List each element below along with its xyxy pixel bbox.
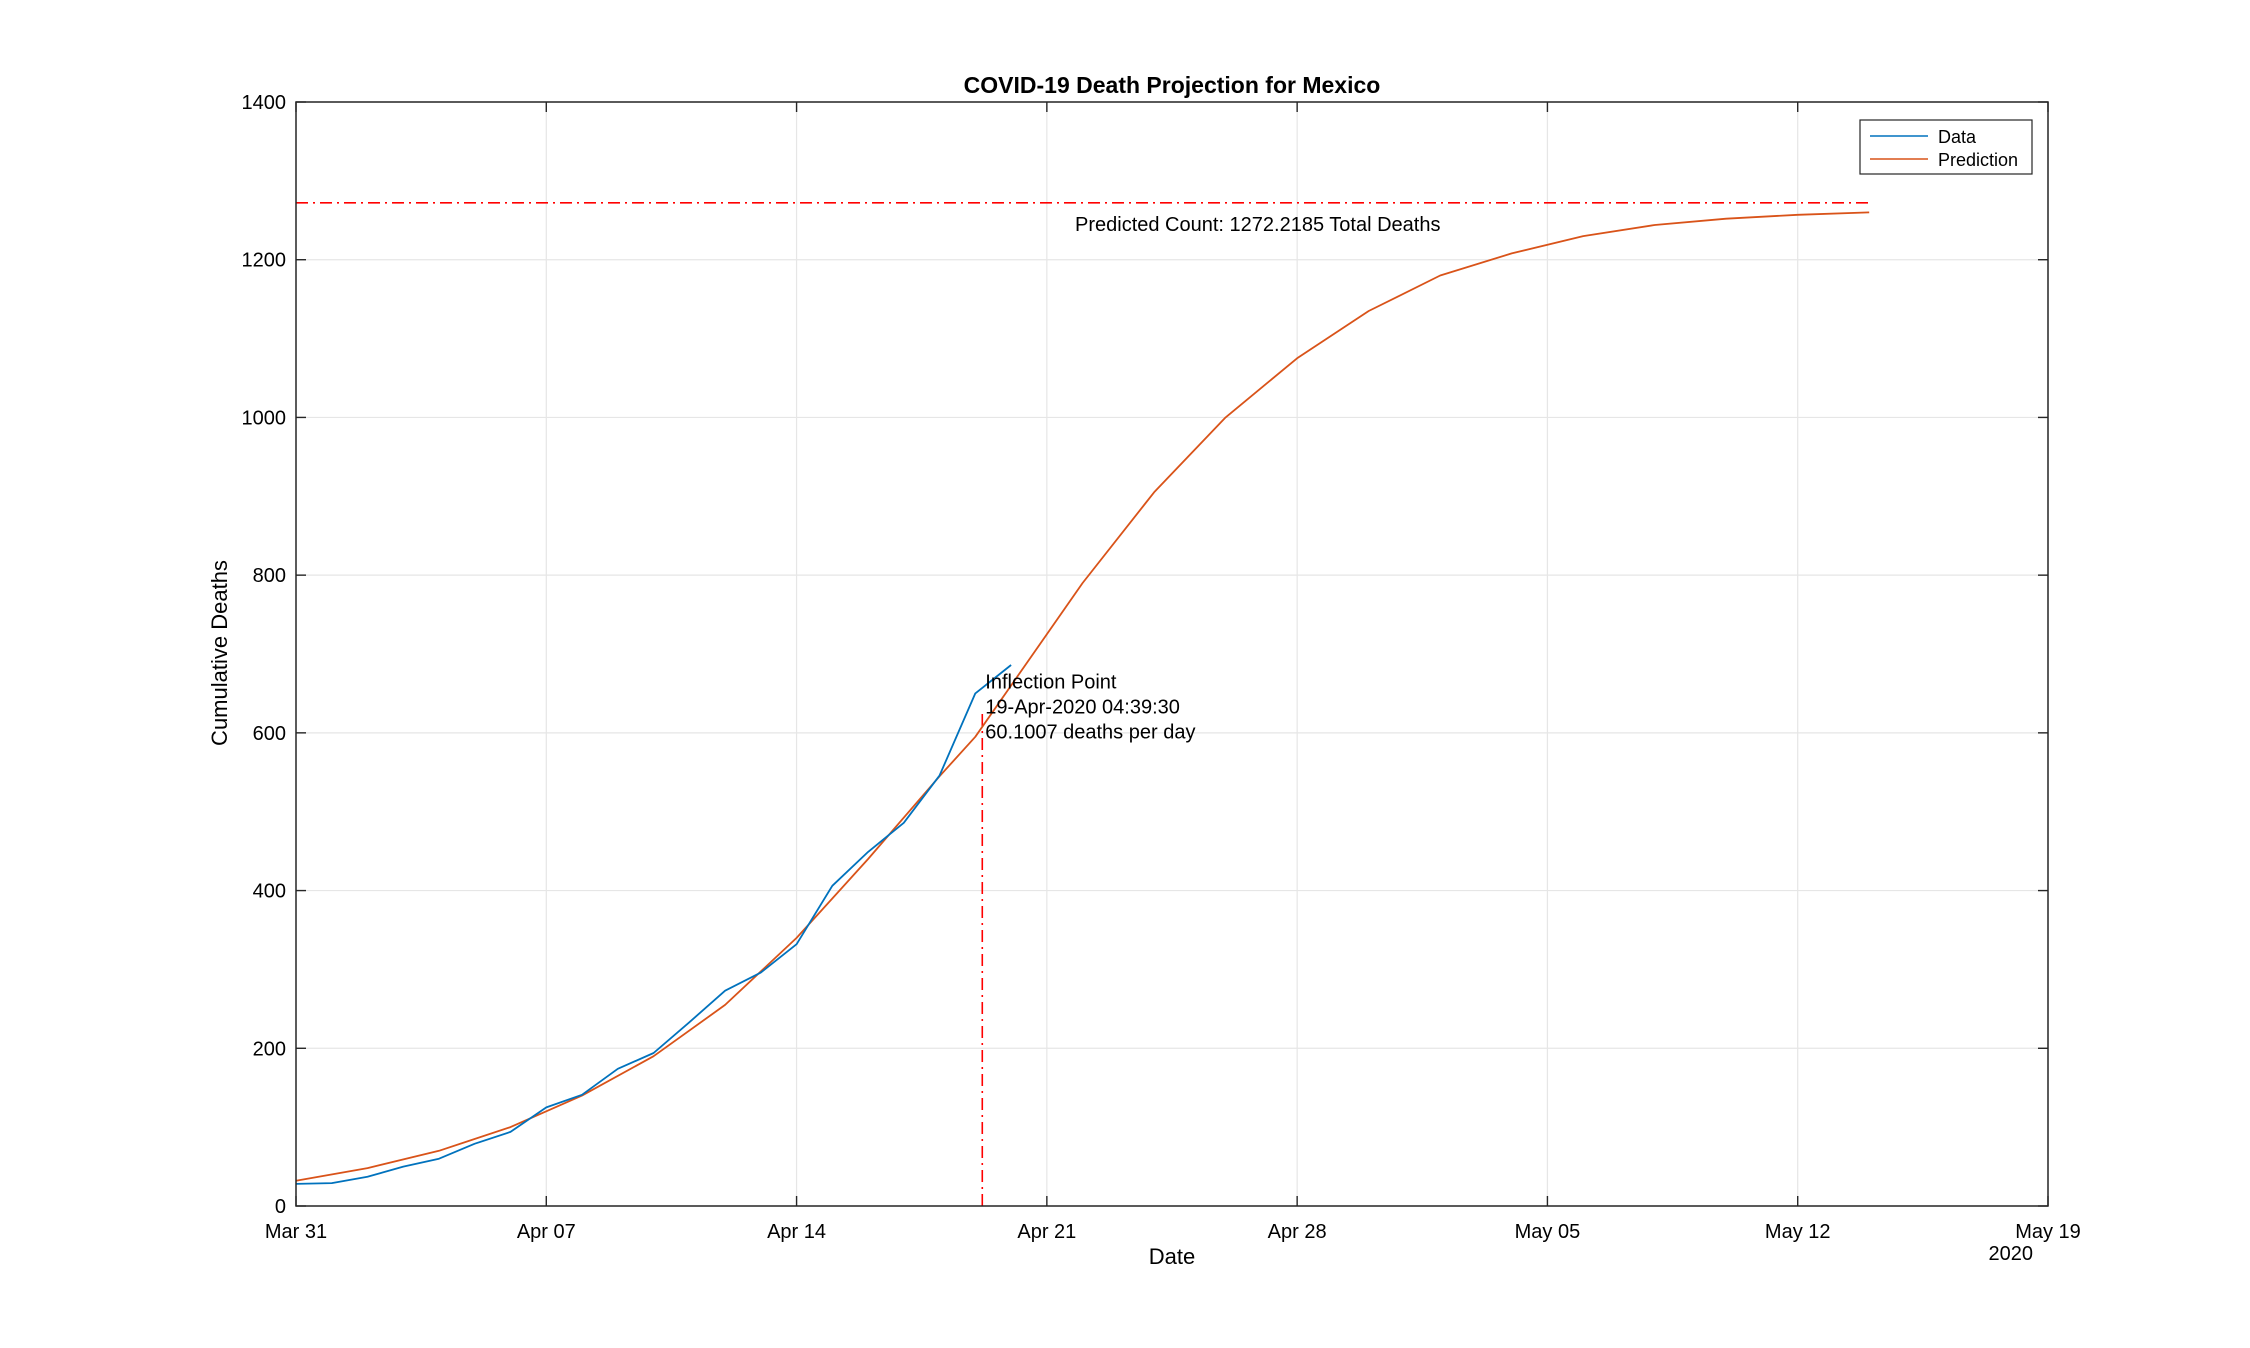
y-tick-label: 400 bbox=[253, 881, 286, 903]
y-tick-label: 600 bbox=[253, 723, 286, 745]
y-tick-label: 1400 bbox=[242, 92, 287, 114]
x-tick-label: Apr 14 bbox=[767, 1221, 826, 1243]
y-axis-label: Cumulative Deaths bbox=[207, 560, 232, 746]
x-axis-year-label: 2020 bbox=[1989, 1243, 2034, 1265]
x-tick-label: Apr 07 bbox=[517, 1221, 576, 1243]
x-tick-label: May 05 bbox=[1515, 1221, 1581, 1243]
chart-title: COVID-19 Death Projection for Mexico bbox=[964, 72, 1381, 98]
y-tick-label: 800 bbox=[253, 565, 286, 587]
series-line-prediction bbox=[295, 211, 1870, 1182]
y-tick-label: 1000 bbox=[242, 407, 287, 429]
x-axis-label: Date bbox=[1149, 1244, 1195, 1269]
predicted-count-annotation: Predicted Count: 1272.2185 Total Deaths bbox=[1075, 214, 1440, 236]
plot-frame bbox=[295, 101, 2049, 1207]
reference-lines bbox=[296, 201, 1870, 1206]
x-tick-label: May 19 bbox=[2015, 1221, 2081, 1243]
legend: Data Prediction bbox=[1859, 119, 2033, 175]
x-tick-label: Mar 31 bbox=[265, 1221, 327, 1243]
y-tick-label: 0 bbox=[275, 1196, 286, 1218]
legend-label-prediction: Prediction bbox=[1938, 150, 2018, 170]
inflection-annotation-line: 60.1007 deaths per day bbox=[985, 722, 1195, 744]
series bbox=[295, 211, 1870, 1185]
legend-label-data: Data bbox=[1938, 127, 1977, 147]
ticks: Mar 31 Apr 07 Apr 14 Apr 21 Apr 28 May 05 May … bbox=[242, 92, 2081, 1243]
inflection-annotation-line: 19-Apr-2020 04:39:30 bbox=[985, 697, 1180, 719]
x-tick-label: Apr 21 bbox=[1017, 1221, 1076, 1243]
x-tick-label: May 12 bbox=[1765, 1221, 1831, 1243]
annotations: Predicted Count: 1272.2185 Total Deaths I… bbox=[985, 214, 1440, 744]
legend-box bbox=[1859, 119, 2033, 175]
x-tick-label: Apr 28 bbox=[1268, 1221, 1327, 1243]
y-tick-label: 200 bbox=[253, 1038, 286, 1060]
inflection-annotation-line: Inflection Point bbox=[985, 672, 1117, 694]
y-tick-label: 1200 bbox=[242, 250, 287, 272]
series-line-data bbox=[295, 664, 1012, 1185]
